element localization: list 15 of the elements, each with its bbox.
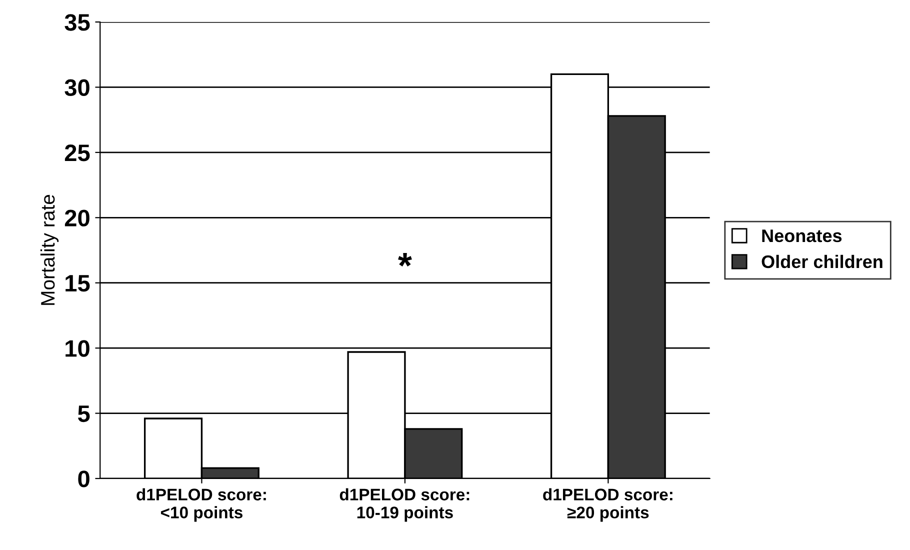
legend-label: Older children [762,254,882,268]
x-tick-label: d1PELOD score: 10-19 points [340,488,470,522]
y-tick-label: 20 [64,210,90,226]
y-axis-title: Mortality rate [40,194,59,305]
y-tick-label: 30 [64,79,90,96]
legend-label: Neonates [762,230,842,242]
y-tick-label: 0 [78,470,90,488]
y-tick-label: 10 [66,340,90,357]
y-tick-label: 25 [64,144,90,162]
y-tick-label: 35 [64,14,90,31]
y-tick-label: 15 [66,275,90,292]
y-tick-label: 5 [78,406,90,422]
x-tick-label: d1PELOD score: <10 points [136,488,266,522]
x-tick-label: d1PELOD score: ≥20 points [543,488,672,522]
annotation: * [398,253,412,266]
